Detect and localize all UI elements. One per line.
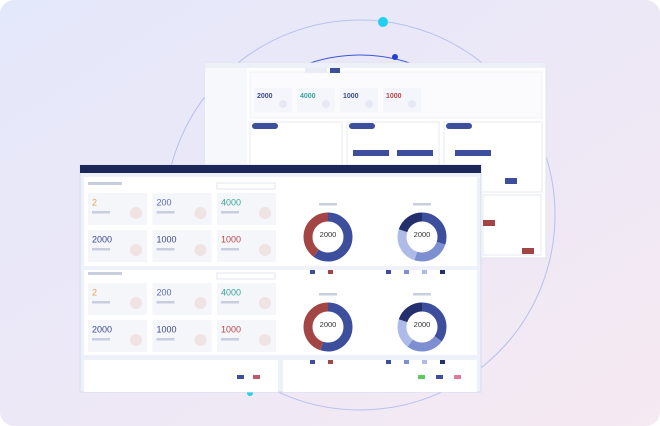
stat-caption [156,248,175,251]
donut-segment [397,302,447,352]
stat-value: 1000 [221,234,241,244]
panel [283,360,477,392]
search-button[interactable] [330,68,340,73]
stat-value: 1000 [343,93,359,100]
stat-value: 2 [92,287,97,297]
stat-card [254,88,292,112]
stat-caption [156,338,175,341]
legend-swatch [237,375,244,379]
donut-segment [397,302,447,352]
stat-icon [130,207,142,219]
stat-value: 1000 [157,234,177,244]
stat-caption [221,338,239,341]
donut-segment [397,302,447,352]
stat-value: 2 [92,197,97,207]
donut-title [413,203,431,206]
donut-title [319,203,337,206]
stat-value: 4000 [221,197,241,207]
stat-icon [322,100,330,108]
stat-icon [194,297,207,309]
search-box[interactable] [216,272,276,280]
stat-icon [259,334,271,346]
stat-icon [194,207,207,219]
legend-swatch [404,360,409,364]
stat-caption [221,301,239,304]
legend-swatch [454,375,461,379]
stat-icon [365,100,373,108]
stat-caption [92,301,110,304]
legend-swatch [422,270,427,274]
stat-caption [221,248,239,251]
legend-swatch [328,270,333,274]
donut-center: 2000 [320,230,337,239]
stat-caption [156,301,175,304]
panel-title [88,272,122,275]
stat-icon [259,297,271,309]
stat-value: 4000 [300,93,316,100]
stat-value: 1000 [157,324,177,334]
legend-swatch [386,360,391,364]
panel-title [88,182,122,185]
legend-swatch [310,360,315,364]
stat-icon [130,244,142,256]
stat-icon [194,244,207,256]
stat-card [340,88,378,112]
donut-center: 2000 [414,230,431,239]
stat-caption [221,211,239,214]
stat-icon [279,100,287,108]
donut-segment [397,212,447,262]
donut-segment [397,212,447,262]
legend-swatch [440,270,445,274]
stat-icon [408,100,416,108]
stat-value: 1000 [386,93,402,100]
panel [84,360,278,392]
stat-value: 200 [157,197,172,207]
stat-value: 2000 [92,234,112,244]
stat-caption [92,211,110,214]
stat-icon [130,334,142,346]
legend-swatch [440,360,445,364]
front-window: 2 200 4000 2000 1000 1000 2000 2000 2 200 4000 2000… [79,164,482,393]
legend-swatch [328,360,333,364]
legend-swatch [310,270,315,274]
search-box[interactable] [216,182,276,190]
legend-swatch [253,375,260,379]
stat-card [383,88,421,112]
stat-value: 200 [157,287,172,297]
donut-segment [303,212,353,262]
donut-segment [397,212,447,262]
legend-swatch [418,375,425,379]
stat-value: 2000 [92,324,112,334]
stat-icon [194,334,207,346]
stat-caption [92,248,110,251]
window-bar [205,63,546,68]
legend-swatch [422,360,427,364]
stat-icon [259,207,271,219]
donut-center: 2000 [320,320,337,329]
donut-title [319,293,337,296]
stat-value: 1000 [221,324,241,334]
decor-dot [378,17,388,27]
stat-icon [130,297,142,309]
legend-swatch [386,270,391,274]
legend-swatch [404,270,409,274]
stat-value: 2000 [257,93,273,100]
stat-value: 4000 [221,287,241,297]
stat-icon [259,244,271,256]
stat-caption [156,211,175,214]
title-bar [80,165,481,173]
legend-swatch [436,375,443,379]
donut-center: 2000 [414,320,431,329]
stat-card [297,88,335,112]
donut-segment [303,302,353,352]
donut-title [413,293,431,296]
decor-dot [392,54,398,60]
stat-caption [92,338,110,341]
search-box [305,68,327,73]
